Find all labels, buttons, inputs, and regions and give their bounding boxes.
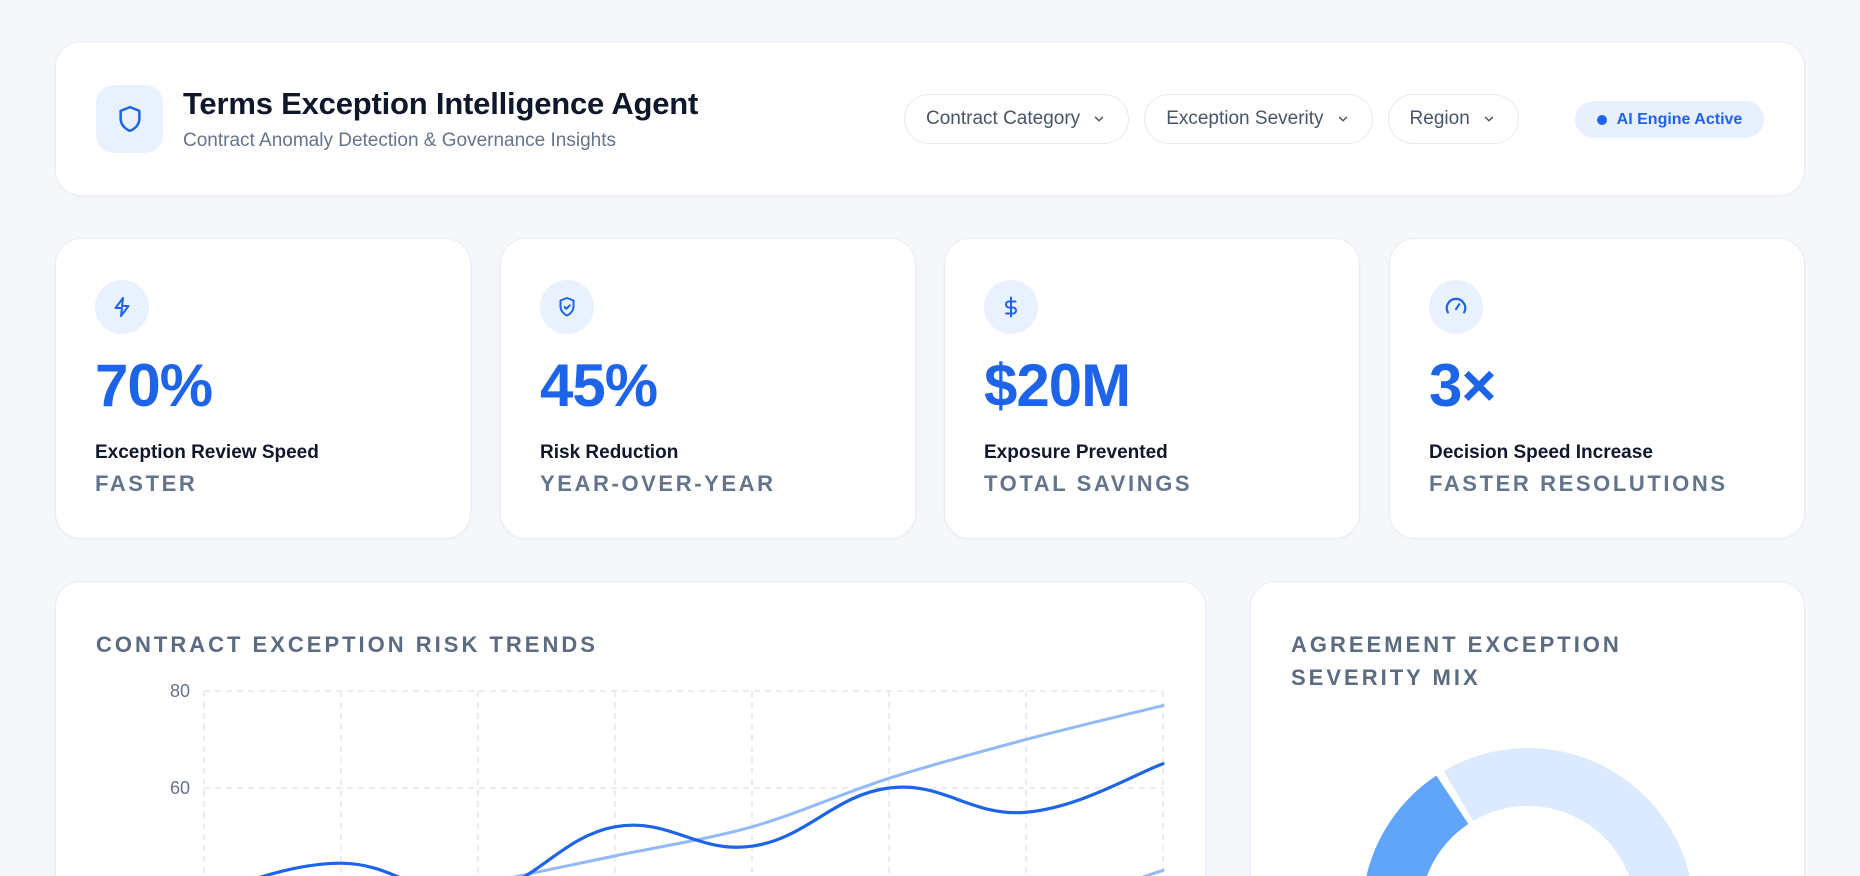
line-series-1[interactable] — [204, 704, 1165, 876]
filter-label: Exception Severity — [1166, 108, 1324, 129]
kpi-value: 45% — [540, 352, 658, 419]
kpi-label: Exception Review Speed — [95, 442, 319, 463]
kpi-card-review-speed: 70% Exception Review Speed FASTER — [55, 238, 471, 539]
app-subtitle: Contract Anomaly Detection & Governance … — [183, 130, 617, 151]
kpi-value: 3× — [1429, 352, 1496, 419]
donut-segment-light[interactable] — [1443, 748, 1694, 876]
kpi-card-risk-reduction: 45% Risk Reduction YEAR-OVER-YEAR — [500, 238, 916, 539]
filter-region[interactable]: Region — [1387, 94, 1519, 144]
logo-badge — [96, 85, 163, 153]
lightning-icon — [114, 297, 130, 317]
kpi-label: Risk Reduction — [540, 442, 679, 463]
kpi-value: 70% — [95, 352, 213, 419]
status-label: AI Engine Active — [1616, 110, 1743, 128]
y-axis-tick-label: 60 — [170, 778, 190, 798]
kpi-icon-badge — [984, 280, 1038, 334]
kpi-sublabel: TOTAL SAVINGS — [984, 471, 1193, 496]
kpi-sublabel: YEAR-OVER-YEAR — [540, 471, 776, 496]
y-axis-tick-label: 80 — [170, 681, 190, 701]
kpi-icon-badge — [95, 280, 149, 334]
risk-trend-line-chart[interactable]: 80 60 — [56, 582, 1207, 876]
donut-segment-mid[interactable] — [1362, 775, 1474, 876]
chevron-down-icon — [1338, 116, 1347, 122]
kpi-label: Decision Speed Increase — [1429, 442, 1653, 463]
panel-title: AGREEMENT EXCEPTION SEVERITY MIX — [1291, 632, 1622, 690]
gauge-icon — [1445, 297, 1467, 314]
kpi-card-exposure-prevented: $20M Exposure Prevented TOTAL SAVINGS — [944, 238, 1360, 539]
filter-bar: Contract Category Exception Severity Reg… — [904, 94, 1519, 144]
filter-label: Region — [1409, 108, 1470, 129]
filter-contract-category[interactable]: Contract Category — [904, 94, 1130, 144]
status-dot-icon — [1596, 114, 1607, 125]
risk-trend-panel: CONTRACT EXCEPTION RISK TRENDS 80 60 — [55, 581, 1206, 876]
severity-donut-chart[interactable] — [1251, 582, 1806, 876]
chevron-down-icon — [1484, 116, 1493, 122]
chevron-down-icon — [1094, 116, 1104, 122]
kpi-sublabel: FASTER RESOLUTIONS — [1429, 471, 1728, 496]
filter-label: Contract Category — [926, 108, 1081, 129]
kpi-card-decision-speed: 3× Decision Speed Increase FASTER RESOLU… — [1389, 238, 1805, 539]
dollar-icon — [1005, 296, 1017, 318]
header-card: Terms Exception Intelligence Agent Contr… — [55, 41, 1805, 196]
app-title: Terms Exception Intelligence Agent — [183, 86, 699, 121]
severity-mix-panel: AGREEMENT EXCEPTION SEVERITY MIX — [1250, 581, 1805, 876]
panel-title: CONTRACT EXCEPTION RISK TRENDS — [96, 632, 598, 657]
kpi-label: Exposure Prevented — [984, 442, 1168, 463]
kpi-sublabel: FASTER — [95, 471, 198, 496]
shield-check-icon — [559, 297, 575, 317]
kpi-value: $20M — [984, 352, 1131, 419]
line-series-0[interactable] — [204, 762, 1165, 876]
status-badge: AI Engine Active — [1575, 101, 1764, 138]
kpi-icon-badge — [1429, 280, 1483, 334]
shield-icon — [118, 105, 141, 133]
filter-exception-severity[interactable]: Exception Severity — [1144, 94, 1373, 144]
kpi-icon-badge — [540, 280, 594, 334]
